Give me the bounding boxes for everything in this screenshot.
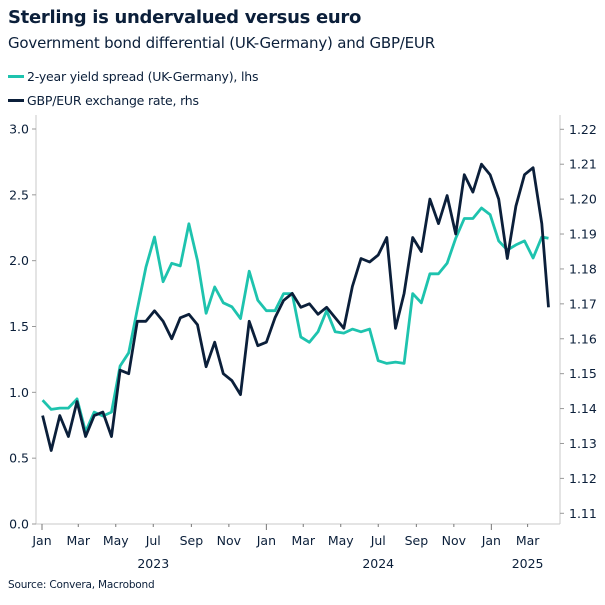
chart-subtitle: Government bond differential (UK-Germany… [8,34,435,52]
left-tick-label: 2.5 [9,187,29,202]
x-tick-label: Nov [217,533,242,548]
chart-title: Sterling is undervalued versus euro [8,7,362,28]
legend-label-fx: GBP/EUR exchange rate, rhs [27,93,199,108]
right-tick-label: 1.22 [569,122,597,137]
legend-swatch-fx [8,99,24,102]
right-tick-label: 1.14 [569,401,597,416]
right-tick-label: 1.15 [569,366,597,381]
x-year-label: 2024 [362,556,394,571]
legend-swatch-spread [8,75,24,78]
x-tick-label: Mar [66,533,90,548]
x-tick-label: May [328,533,354,548]
x-tick-label: Jul [145,533,161,548]
source-note: Source: Convera, Macrobond [8,579,155,591]
x-tick-label: Jan [481,533,501,548]
right-tick-label: 1.11 [569,506,597,521]
x-tick-label: Sep [180,533,204,548]
series-line-fx [41,162,550,452]
right-tick-label: 1.21 [569,157,597,172]
right-tick-label: 1.12 [569,471,597,486]
x-tick-label: Jul [370,533,386,548]
left-tick-label: 1.5 [9,319,29,334]
x-tick-label: Jan [256,533,276,548]
right-tick-label: 1.19 [569,227,597,242]
right-tick-label: 1.18 [569,261,597,276]
right-tick-label: 1.17 [569,296,597,311]
series-line-spread [41,206,549,434]
x-tick-label: Mar [291,533,315,548]
legend-item-spread: 2-year yield spread (UK-Germany), lhs [8,69,258,84]
x-year-label: 2023 [137,556,169,571]
left-tick-label: 3.0 [9,122,29,137]
x-tick-label: Sep [405,533,429,548]
x-year-label: 2025 [512,556,544,571]
right-tick-label: 1.13 [569,436,597,451]
legend-label-spread: 2-year yield spread (UK-Germany), lhs [27,69,259,84]
right-tick-label: 1.16 [569,331,597,346]
x-tick-label: Jan [31,533,51,548]
x-tick-label: Mar [516,533,540,548]
right-tick-label: 1.20 [569,192,597,207]
x-tick-label: May [103,533,129,548]
left-tick-label: 0.5 [9,451,29,466]
left-tick-label: 2.0 [9,253,29,268]
x-tick-label: Nov [442,533,467,548]
legend-item-fx: GBP/EUR exchange rate, rhs [8,93,199,108]
left-tick-label: 1.0 [9,385,29,400]
left-tick-label: 0.0 [9,517,29,532]
